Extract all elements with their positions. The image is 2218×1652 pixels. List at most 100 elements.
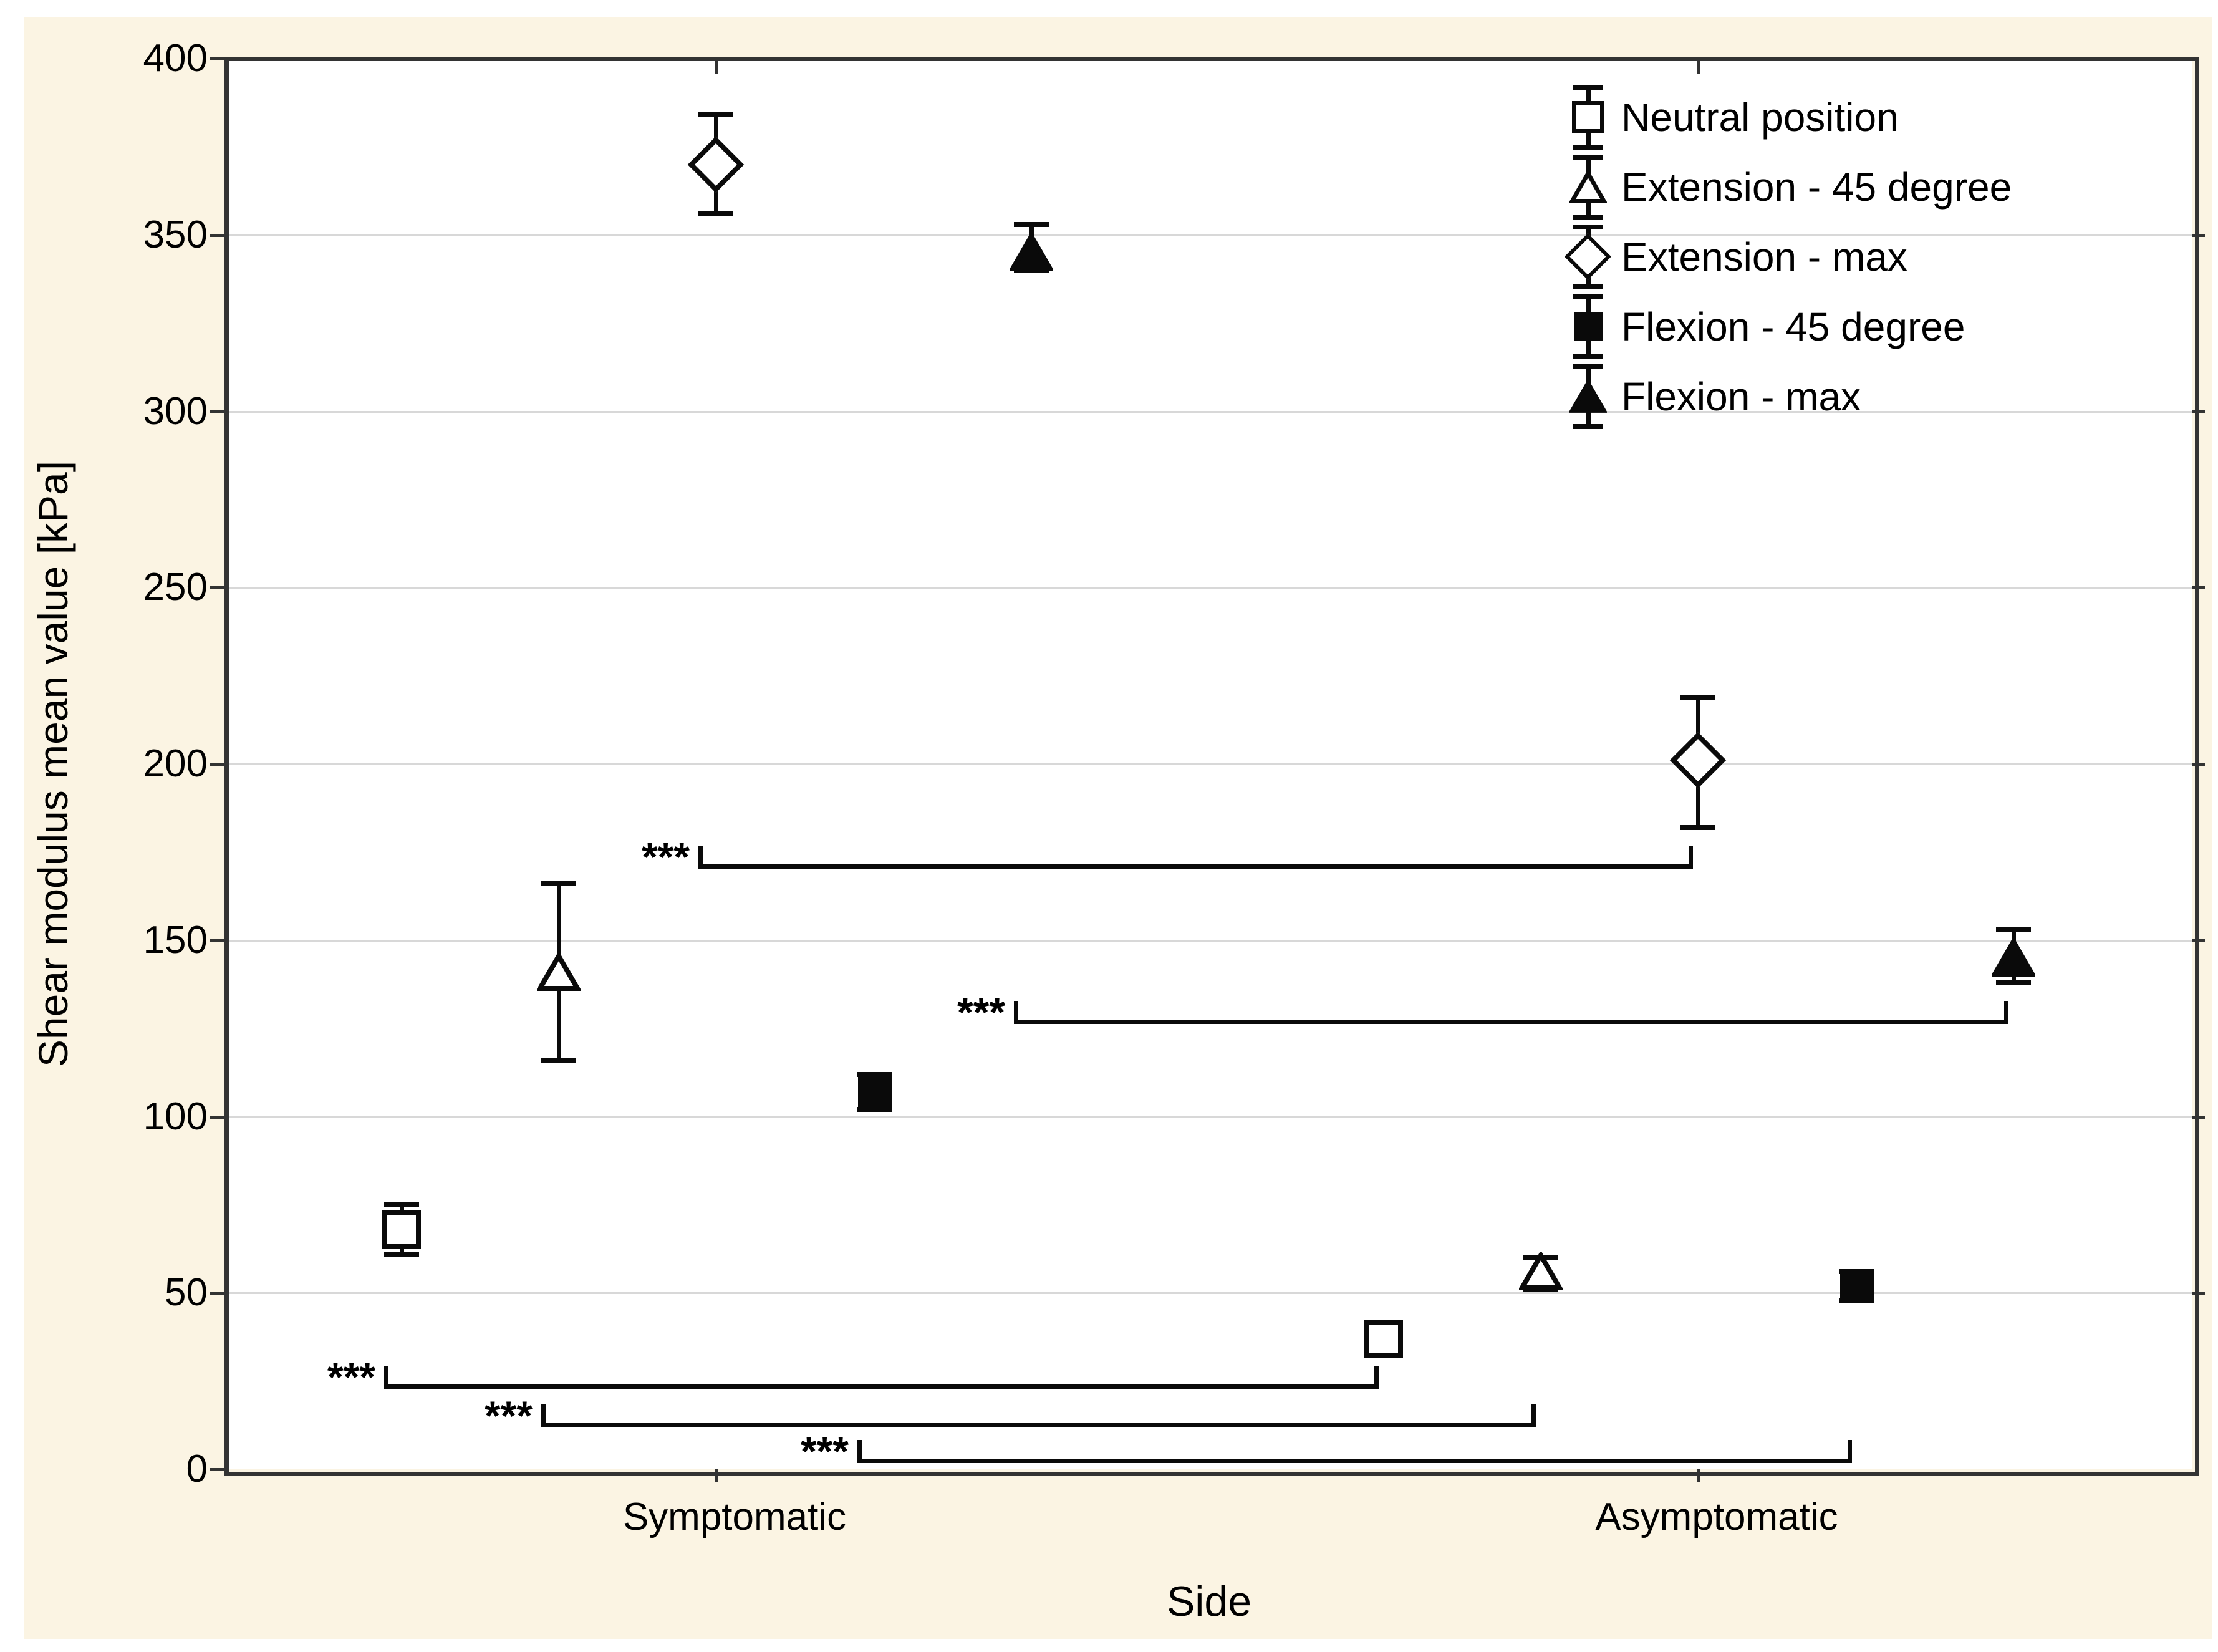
legend-label: Neutral position [1621,95,1899,140]
y-axis-tick-right [2192,1115,2205,1119]
y-tick-label: 300 [143,389,208,433]
marker-open-diamond [1564,233,1611,280]
y-axis-tick-right [2192,410,2205,413]
significance-bracket-end [1689,845,1693,866]
legend-label: Flexion - 45 degree [1621,304,1965,349]
legend-error-cap [1573,215,1603,220]
significance-stars: *** [800,1427,849,1474]
legend-error-cap [1573,354,1603,359]
legend-error-cap [1573,225,1603,229]
error-bar-cap-top [857,1071,892,1077]
error-bar-cap-top [541,881,576,887]
significance-bracket [541,1423,1536,1428]
y-tick-label: 100 [143,1094,208,1138]
y-tick-label: 400 [143,37,208,80]
marker-open-square [1571,100,1604,133]
y-axis-title: Shear modulus mean value [kPa] [30,460,76,1068]
error-bar-cap-bottom [1680,824,1715,830]
gridline [226,587,2192,589]
y-tick-label: 350 [143,213,208,256]
x-axis-tick [715,1469,718,1482]
legend-marker-icon [1564,225,1611,289]
gridline [226,1116,2192,1118]
significance-bracket [857,1458,1852,1463]
significance-bracket-end [1848,1439,1852,1461]
gridline [226,410,2192,413]
marker-open-triangle [537,952,581,992]
marker-open-square [1364,1319,1403,1358]
error-bar-cap-top [1680,694,1715,700]
legend-marker-icon [1566,85,1610,150]
y-tick-label: 50 [165,1271,208,1315]
error-bar-cap-bottom [1996,980,2031,985]
x-axis-tick-top [715,59,718,74]
significance-bracket-end [541,1404,546,1426]
significance-bracket-end [1531,1404,1536,1426]
y-axis-tick-right [2192,233,2205,237]
marker-open-triangle [1519,1252,1563,1291]
marker-filled-triangle [1010,233,1053,272]
marker-filled-triangle [1569,380,1607,413]
marker-filled-square [858,1075,892,1109]
x-category-label: Symptomatic [622,1495,847,1538]
y-axis-tick-right [2192,586,2205,590]
significance-bracket [1014,1019,2008,1024]
y-axis-tick [210,939,226,942]
legend-item: Neutral position [1566,82,2012,152]
marker-open-triangle [1569,170,1607,204]
y-axis-tick-right [2192,939,2205,942]
legend-marker-icon [1566,364,1610,429]
legend-item: Extension - 45 degree [1566,152,2012,222]
marker-filled-square [1574,312,1603,341]
significance-stars: *** [484,1393,533,1439]
gridline [226,939,2192,942]
significance-bracket-end [384,1366,388,1387]
y-axis-tick [210,57,226,60]
marker-filled-square [1840,1268,1874,1303]
y-tick-label: 200 [143,742,208,785]
marker-open-square [382,1210,421,1249]
significance-bracket-end [1374,1366,1379,1387]
significance-bracket-end [2004,1000,2008,1022]
legend-error-cap [1573,284,1603,289]
legend-error-cap [1573,364,1603,369]
marker-filled-triangle [1992,939,2035,977]
y-tick-label: 0 [186,1447,208,1490]
error-bar-cap-top [384,1202,419,1207]
x-category-label: Asymptomatic [1595,1495,1838,1538]
legend-error-cap [1573,424,1603,429]
y-axis-tick [210,1292,226,1295]
significance-bracket-end [1014,1000,1018,1022]
legend-item: Flexion - 45 degree [1566,292,2012,362]
legend-item: Extension - max [1564,222,2012,292]
significance-bracket-end [857,1439,862,1461]
significance-bracket [698,864,1693,869]
error-bar-cap-bottom [384,1252,419,1257]
y-axis-tick [210,1115,226,1119]
y-axis-tick [210,410,226,413]
significance-stars: *** [641,833,690,880]
legend-label: Extension - max [1621,234,1907,279]
significance-stars: *** [957,988,1005,1035]
legend-error-cap [1573,294,1603,299]
y-axis-tick [210,586,226,590]
significance-bracket-end [698,845,703,866]
error-bar-cap-bottom [857,1107,892,1113]
y-tick-label: 250 [143,566,208,609]
error-bar-cap-bottom [541,1058,576,1063]
error-bar-cap-top [698,112,733,118]
x-axis-tick [1697,1469,1700,1482]
x-axis-tick-top [1697,59,1700,74]
x-axis-title: Side [1166,1578,1252,1625]
gridline [226,234,2192,236]
y-tick-label: 150 [143,918,208,962]
y-axis-tick [210,763,226,766]
y-axis-tick [210,233,226,237]
legend-marker-icon [1566,294,1610,359]
y-axis-tick [210,1468,226,1471]
error-bar-cap-top [1996,927,2031,932]
legend-error-cap [1573,155,1603,160]
y-axis-tick-right [2192,1292,2205,1295]
legend: Neutral position Extension - 45 degree Ext… [1564,82,2012,432]
gridline [226,1292,2192,1295]
